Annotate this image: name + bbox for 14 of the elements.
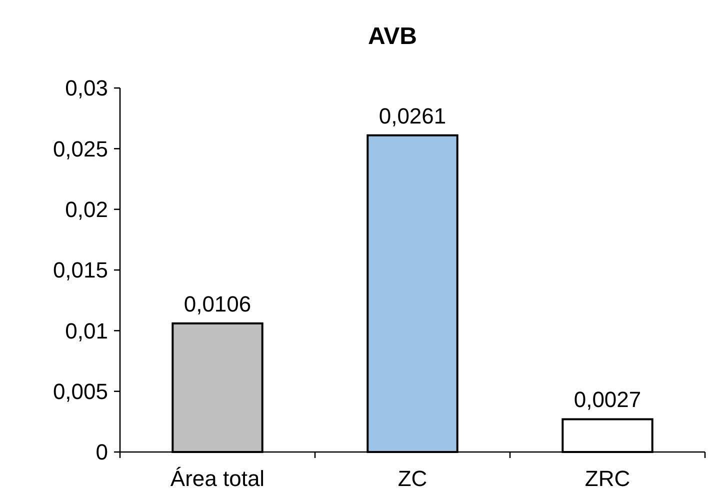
- y-tick-label: 0,005: [52, 379, 108, 404]
- data-label: 0,0106: [184, 291, 252, 316]
- y-tick-label: 0,02: [65, 197, 108, 222]
- data-label: 0,0027: [574, 387, 642, 412]
- y-tick-label: 0,03: [65, 76, 108, 101]
- y-tick-label: 0: [96, 440, 108, 465]
- data-label: 0,0261: [378, 103, 446, 128]
- y-tick-label: 0,01: [65, 318, 108, 344]
- x-tick-label: ZC: [398, 466, 428, 491]
- y-tick-label: 0,025: [52, 136, 108, 162]
- x-tick-label: Área total: [170, 466, 265, 491]
- y-tick-label: 0,015: [52, 258, 108, 283]
- chart-title: AVB: [368, 23, 417, 50]
- x-tick-label: ZRC: [584, 466, 630, 491]
